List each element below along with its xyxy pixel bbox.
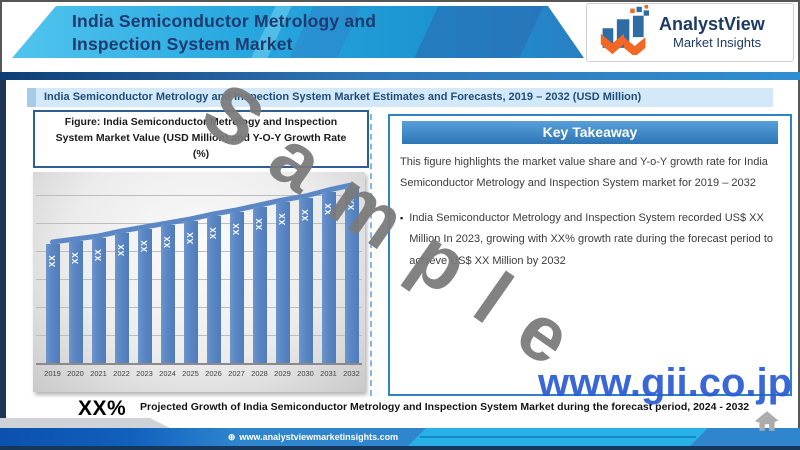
x-axis-label: 2022 xyxy=(113,369,130,378)
bar-value-label: XX xyxy=(254,217,265,231)
chart-bar-2027 xyxy=(229,212,244,363)
gridline xyxy=(36,223,362,224)
home-icon[interactable] xyxy=(754,408,780,439)
x-axis-line xyxy=(36,363,362,365)
bar-value-label: XX xyxy=(162,235,173,249)
gridline xyxy=(36,251,362,252)
key-takeaway-body: This figure highlights the market value … xyxy=(390,144,790,272)
page-title-line1: India Semiconductor Metrology and xyxy=(72,11,377,31)
globe-icon: ⊕ xyxy=(227,431,236,442)
logo-text: AnalystView Market Insights xyxy=(659,13,765,50)
x-axis-label: 2027 xyxy=(228,369,245,378)
gridline xyxy=(36,279,362,280)
x-axis-label: 2032 xyxy=(343,369,360,378)
left-accent-bar xyxy=(0,80,6,427)
chart-bar-2023 xyxy=(137,229,152,363)
gii-watermark[interactable]: www.gii.co.jp xyxy=(538,361,793,405)
bar-value-label: XX xyxy=(208,226,219,240)
company-logo: AnalystView Market Insights xyxy=(586,3,794,62)
bar-value-label: XX xyxy=(47,254,58,268)
x-axis-label: 2024 xyxy=(159,369,176,378)
bar-value-label: XX xyxy=(139,239,150,253)
chart-bar-2026 xyxy=(206,216,221,363)
subtitle-bar: India Semiconductor Metrology and Inspec… xyxy=(36,88,773,107)
x-axis-label: 2029 xyxy=(274,369,291,378)
footer-band: ⊕ www.analystviewmarketinsights.com xyxy=(0,428,800,446)
header-stripe xyxy=(408,6,547,58)
trend-line xyxy=(50,182,354,245)
chart-bar-2025 xyxy=(183,221,198,363)
chart-bar-2031 xyxy=(321,192,336,363)
footer-url-text: www.analystviewmarketinsights.com xyxy=(239,432,399,442)
chart-bar-2029 xyxy=(275,202,290,363)
x-axis-label: 2023 xyxy=(136,369,153,378)
chart-bar-2030 xyxy=(298,198,313,363)
x-axis-label: 2030 xyxy=(297,369,314,378)
x-axis-label: 2026 xyxy=(205,369,222,378)
subtitle-accent xyxy=(27,88,36,107)
page-title: India Semiconductor Metrology and Inspec… xyxy=(72,10,376,56)
key-takeaway-header: Key Takeaway xyxy=(402,121,778,144)
chart-bar-2024 xyxy=(160,225,175,363)
x-axis-label: 2028 xyxy=(251,369,268,378)
key-takeaway-bullet-text: India Semiconductor Metrology and Inspec… xyxy=(409,211,774,267)
growth-stat-description: Projected Growth of India Semiconductor … xyxy=(140,401,750,413)
column-divider xyxy=(370,114,372,396)
logo-name: AnalystView xyxy=(659,13,765,34)
header-banner xyxy=(12,6,584,58)
bar-value-label: XX xyxy=(70,251,81,265)
footer-bottom-strip xyxy=(0,446,800,450)
bar-value-label: XX xyxy=(116,243,127,257)
chart-panel: XX 2019 XX 2020 XX 2021 XX 2022 XX 2023 XX 2024 XX 20… xyxy=(33,172,365,392)
chart-bar-2028 xyxy=(252,207,267,363)
chart-bar-2022 xyxy=(114,233,129,363)
gridline xyxy=(36,335,362,336)
chart-bar-2021 xyxy=(91,238,106,363)
x-axis-label: 2021 xyxy=(90,369,107,378)
x-axis-label: 2019 xyxy=(44,369,61,378)
key-takeaway-bullet: ▪ India Semiconductor Metrology and Insp… xyxy=(400,208,780,272)
bullet-marker-icon: ▪ xyxy=(400,212,404,223)
figure-caption: Figure: India Semiconductor Metrology an… xyxy=(33,110,369,168)
header-divider xyxy=(0,72,800,80)
gridline xyxy=(36,307,362,308)
logo-chart-icon xyxy=(597,5,651,60)
x-axis-label: 2025 xyxy=(182,369,199,378)
bar-value-label: XX xyxy=(231,222,242,236)
bar-value-label: XX xyxy=(93,248,104,262)
key-takeaway-box: Key Takeaway This figure highlights the … xyxy=(388,114,792,396)
gridline xyxy=(36,195,362,196)
growth-stat: XX% xyxy=(78,397,127,420)
footer-website-link[interactable]: ⊕ www.analystviewmarketinsights.com xyxy=(178,428,448,446)
page-title-line2: Inspection System Market xyxy=(72,34,293,55)
chart-bar-2019 xyxy=(45,244,60,363)
footer-gray-wedge xyxy=(0,418,170,428)
chart-bar-2032 xyxy=(344,187,359,363)
footer-cyan-ribbon xyxy=(408,428,708,446)
logo-tagline: Market Insights xyxy=(673,34,762,50)
chart-bar-2020 xyxy=(68,241,83,363)
x-axis-label: 2031 xyxy=(320,369,337,378)
key-takeaway-intro: This figure highlights the market value … xyxy=(400,156,768,190)
x-axis-label: 2020 xyxy=(67,369,84,378)
bar-value-label: XX xyxy=(185,231,196,245)
